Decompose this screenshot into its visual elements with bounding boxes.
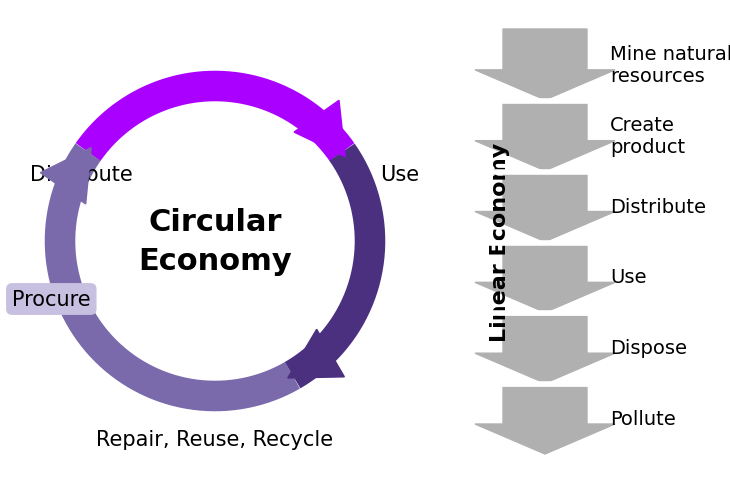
- Text: Distribute: Distribute: [610, 197, 706, 216]
- Polygon shape: [475, 105, 615, 171]
- Polygon shape: [475, 30, 615, 101]
- Text: Dispose: Dispose: [610, 338, 687, 358]
- Text: Distribute: Distribute: [30, 165, 133, 184]
- Text: Procure: Procure: [12, 289, 91, 309]
- Text: Linear Economy: Linear Economy: [490, 142, 510, 341]
- Polygon shape: [475, 387, 615, 454]
- Text: Pollute: Pollute: [610, 409, 676, 428]
- Text: Mine natural
resources: Mine natural resources: [610, 45, 730, 86]
- Polygon shape: [40, 148, 91, 205]
- Text: Circular
Economy: Circular Economy: [138, 208, 292, 275]
- Polygon shape: [475, 317, 615, 383]
- Polygon shape: [294, 101, 345, 157]
- Text: Repair, Reuse, Recycle: Repair, Reuse, Recycle: [96, 429, 334, 449]
- Polygon shape: [475, 175, 615, 242]
- Text: Create
product: Create product: [610, 116, 685, 156]
- Polygon shape: [288, 330, 345, 378]
- Text: Use: Use: [610, 268, 647, 287]
- Polygon shape: [475, 246, 615, 313]
- Text: Use: Use: [380, 165, 419, 184]
